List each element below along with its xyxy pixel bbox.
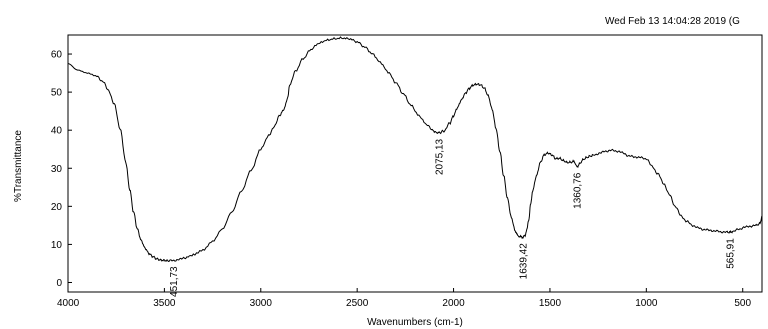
peak-label: 451,73 <box>169 266 180 297</box>
y-tick-label: 40 <box>51 126 63 137</box>
x-tick-label: 1000 <box>635 298 658 309</box>
x-tick-label: 3000 <box>250 298 273 309</box>
y-axis-ticks: 0 10 20 30 40 50 60 <box>51 50 72 289</box>
y-tick-label: 10 <box>51 240 63 251</box>
peak-annotations: 451,73 2075,13 1639,42 1360,76 565,91 <box>169 138 736 297</box>
x-axis-title: Wavenumbers (cm-1) <box>367 317 463 328</box>
x-tick-label: 1500 <box>539 298 562 309</box>
y-tick-label: 20 <box>51 202 63 213</box>
y-tick-label: 30 <box>51 164 63 175</box>
y-tick-label: 60 <box>51 50 63 61</box>
peak-label: 2075,13 <box>435 138 446 175</box>
y-tick-label: 0 <box>56 278 62 289</box>
x-tick-label: 2500 <box>346 298 369 309</box>
x-tick-label: 500 <box>734 298 751 309</box>
x-tick-label: 2000 <box>442 298 465 309</box>
timestamp-label: Wed Feb 13 14:04:28 2019 (G <box>605 16 740 27</box>
plot-border <box>67 34 763 293</box>
spectrum-series-line <box>67 36 763 262</box>
x-axis-ticks: 4000 3500 3000 2500 2000 1500 1000 500 <box>57 288 752 309</box>
peak-label: 565,91 <box>726 238 737 269</box>
peak-label: 1360,76 <box>572 172 583 209</box>
plot-frame <box>67 34 763 293</box>
x-tick-label: 4000 <box>57 298 80 309</box>
x-tick-label: 3500 <box>153 298 176 309</box>
y-axis-title: %Transmittance <box>13 130 24 202</box>
peak-label: 1639,42 <box>519 243 530 280</box>
y-tick-label: 50 <box>51 88 63 99</box>
